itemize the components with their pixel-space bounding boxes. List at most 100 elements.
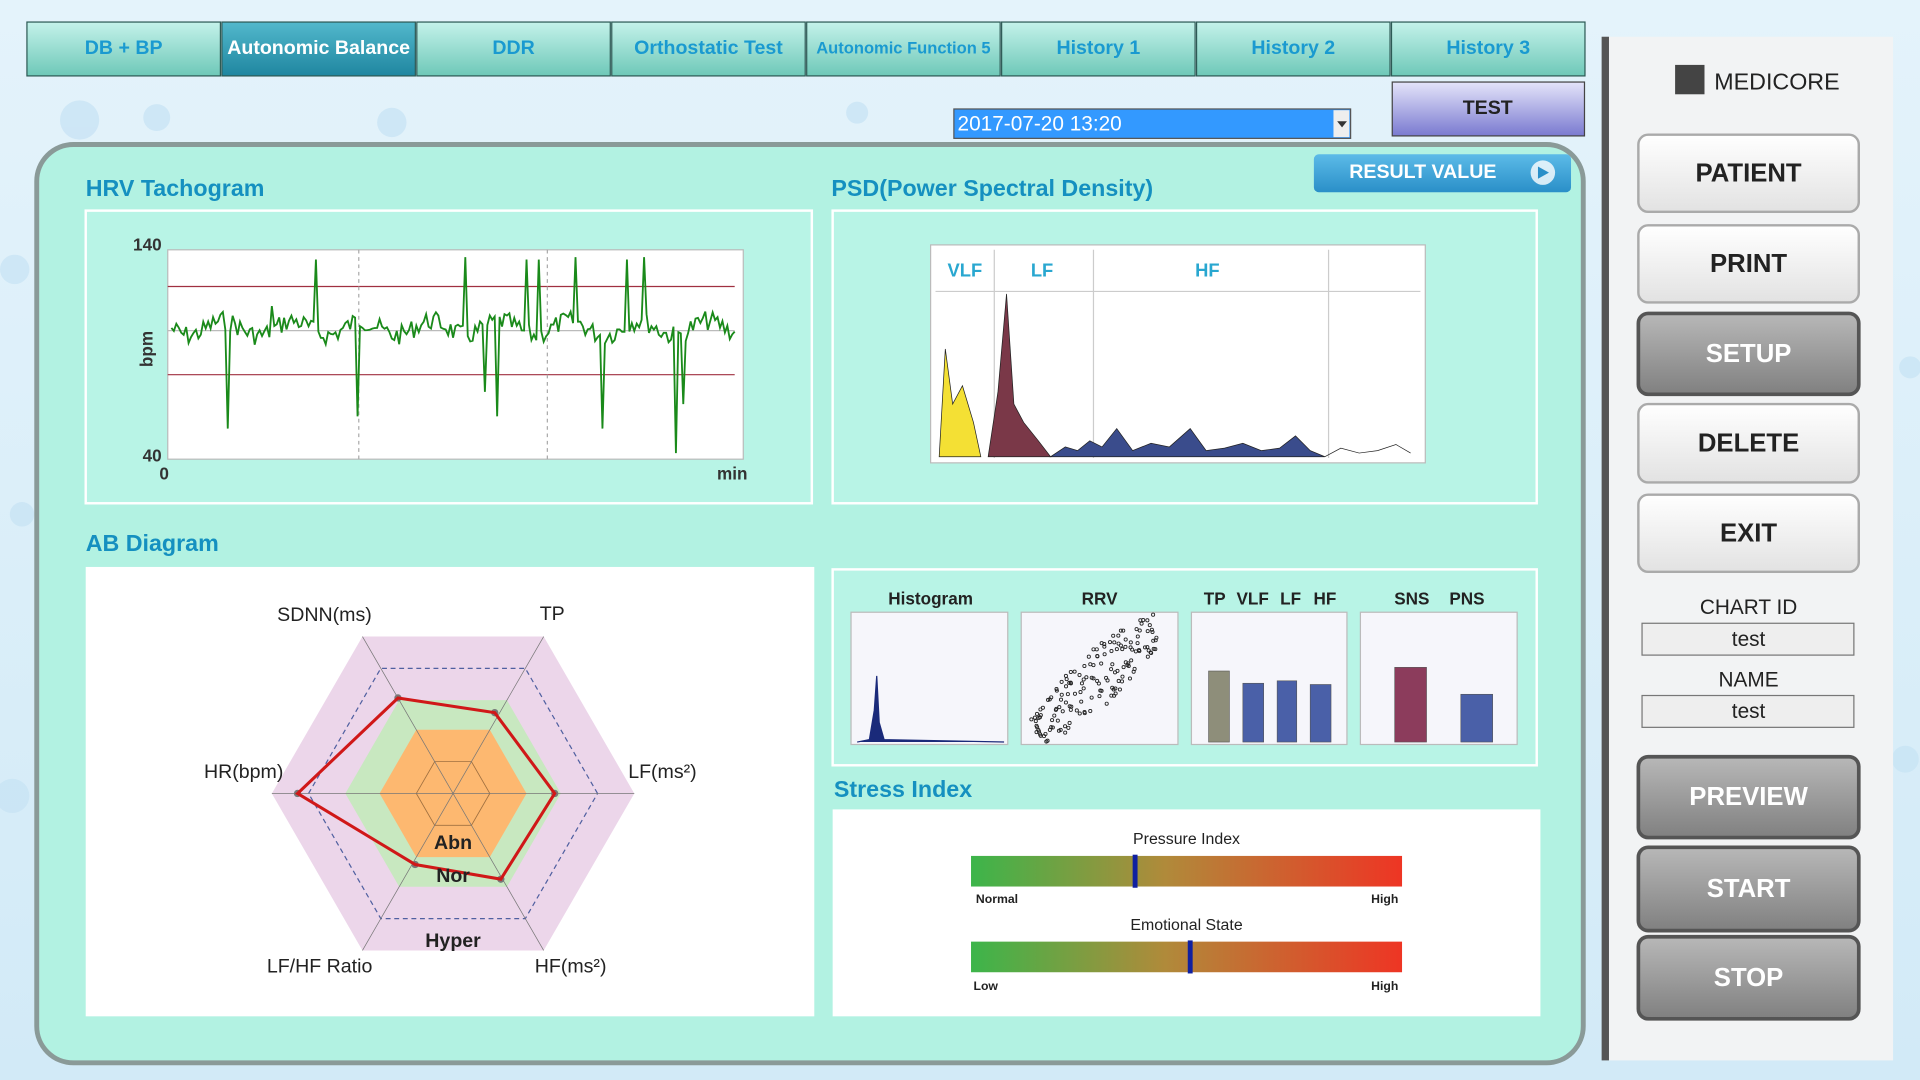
tab[interactable]	[26, 21, 222, 77]
rrv-dot	[1082, 711, 1087, 716]
tab[interactable]	[416, 21, 611, 77]
side-button-label: PATIENT	[1696, 159, 1802, 187]
test-button-label: TEST	[1463, 97, 1513, 119]
pressure-high: High	[1371, 892, 1398, 906]
power-bars	[1208, 667, 1493, 743]
tachogram-line	[170, 257, 736, 454]
rrv-dot	[1123, 660, 1128, 665]
rrv-dot	[1053, 707, 1058, 712]
emotional-label: Emotional State	[1130, 917, 1242, 934]
test-button-bg[interactable]	[1391, 81, 1586, 137]
rrv-dot	[1035, 711, 1040, 716]
hf-area	[1049, 427, 1326, 458]
rrv-dot	[1097, 694, 1102, 699]
rrv-dot	[1151, 612, 1156, 617]
sidebar-controls: PATIENT PRINT SETUP DELETE EXIT PREVIEW START S…	[1636, 133, 1861, 1021]
rrv-dot	[1077, 711, 1082, 716]
pressure-marker	[1132, 854, 1138, 888]
rrv-dot	[1098, 688, 1103, 693]
rrv-dot	[1135, 641, 1140, 646]
side-button[interactable]	[1636, 934, 1861, 1021]
tab[interactable]	[611, 21, 806, 77]
tab[interactable]	[806, 21, 1001, 77]
side-button[interactable]	[1636, 845, 1861, 933]
sidebar-edge	[1601, 36, 1609, 1061]
y-label: bpm	[137, 331, 157, 367]
tab-label: DB + BP	[85, 37, 163, 59]
mini-label: PNS	[1449, 589, 1484, 609]
date-field[interactable]	[953, 108, 1352, 139]
rrv-dot	[1044, 739, 1049, 744]
rrv-dot	[1145, 629, 1150, 634]
rrv-dot	[1102, 644, 1107, 649]
rrv-dot	[1118, 628, 1123, 633]
rrv-dot	[1072, 669, 1077, 674]
side-button[interactable]	[1637, 493, 1860, 574]
rrv-dot	[1055, 718, 1060, 723]
rrv-dot	[1120, 674, 1125, 679]
emotional-bar	[971, 941, 1403, 973]
side-button[interactable]	[1636, 754, 1861, 840]
field-label: NAME	[1719, 668, 1779, 691]
rrv-dot	[1115, 668, 1120, 673]
tab[interactable]	[1195, 21, 1391, 77]
x-start: 0	[159, 464, 169, 484]
psd-spectrum	[938, 293, 1411, 458]
rrv-dot	[1145, 654, 1150, 659]
rrv-dot	[1099, 661, 1104, 666]
rrv-scatter	[1029, 612, 1159, 744]
date-select[interactable]: 2017-07-20 13:20	[953, 108, 1352, 139]
rrv-dot	[1111, 633, 1116, 638]
rrv-dot	[1059, 697, 1064, 702]
rrv-dot	[1088, 709, 1093, 714]
field-value: test	[1732, 628, 1766, 651]
rrv-dot	[1079, 699, 1084, 704]
side-button[interactable]	[1636, 311, 1861, 397]
side-button[interactable]	[1637, 224, 1860, 304]
rrv-dot	[1078, 690, 1083, 695]
field-value: test	[1732, 700, 1766, 723]
side-button-label: PREVIEW	[1689, 783, 1808, 811]
tab-label: Autonomic Function 5	[816, 38, 990, 57]
axis-label: SDNN(ms)	[277, 604, 372, 626]
rrv-dot	[1059, 692, 1064, 697]
emotional-high: High	[1371, 979, 1398, 993]
rrv-dot	[1153, 647, 1158, 652]
result-icon-arrow	[1537, 166, 1549, 179]
side-button[interactable]	[1637, 133, 1860, 214]
psd-title: PSD(Power Spectral Density)	[831, 175, 1153, 201]
tab[interactable]	[221, 21, 416, 77]
rrv-dot	[1120, 647, 1125, 652]
tab[interactable]	[1390, 21, 1586, 77]
result-polygon	[295, 696, 557, 881]
rrv-dot	[1082, 663, 1087, 669]
tab-bar: DB + BP Autonomic Balance DDR Orthostatic T…	[26, 21, 1586, 77]
side-button[interactable]	[1637, 402, 1860, 484]
axis-label: HF(ms²)	[535, 956, 607, 978]
y-top: 140	[133, 235, 162, 255]
result-button-label: RESULT VALUE	[1349, 161, 1496, 183]
rrv-dot	[1043, 731, 1048, 736]
radar-axis	[362, 636, 544, 951]
rrv-dot	[1089, 675, 1094, 680]
rrv-dot	[1064, 677, 1069, 682]
rrv-dot	[1128, 640, 1133, 645]
rrv-dot	[1147, 623, 1152, 628]
rrv-dot	[1118, 643, 1123, 648]
axis-label: HR(bpm)	[204, 761, 283, 783]
rrv-dot	[1064, 684, 1069, 689]
tab[interactable]	[1001, 21, 1196, 77]
rrv-dot	[1123, 637, 1128, 642]
hrv-title: HRV Tachogram	[86, 175, 265, 201]
rrv-dot	[1050, 718, 1055, 723]
rrv-dot	[1069, 704, 1074, 709]
result-button[interactable]: RESULT VALUE	[1313, 154, 1572, 193]
rrv-dot	[1049, 695, 1054, 700]
tab-label: History 3	[1446, 37, 1530, 59]
result-button-bg[interactable]	[1313, 154, 1572, 193]
band-label: VLF	[948, 260, 983, 281]
lf-area	[987, 293, 1052, 458]
test-button[interactable]: TEST	[1391, 81, 1586, 137]
